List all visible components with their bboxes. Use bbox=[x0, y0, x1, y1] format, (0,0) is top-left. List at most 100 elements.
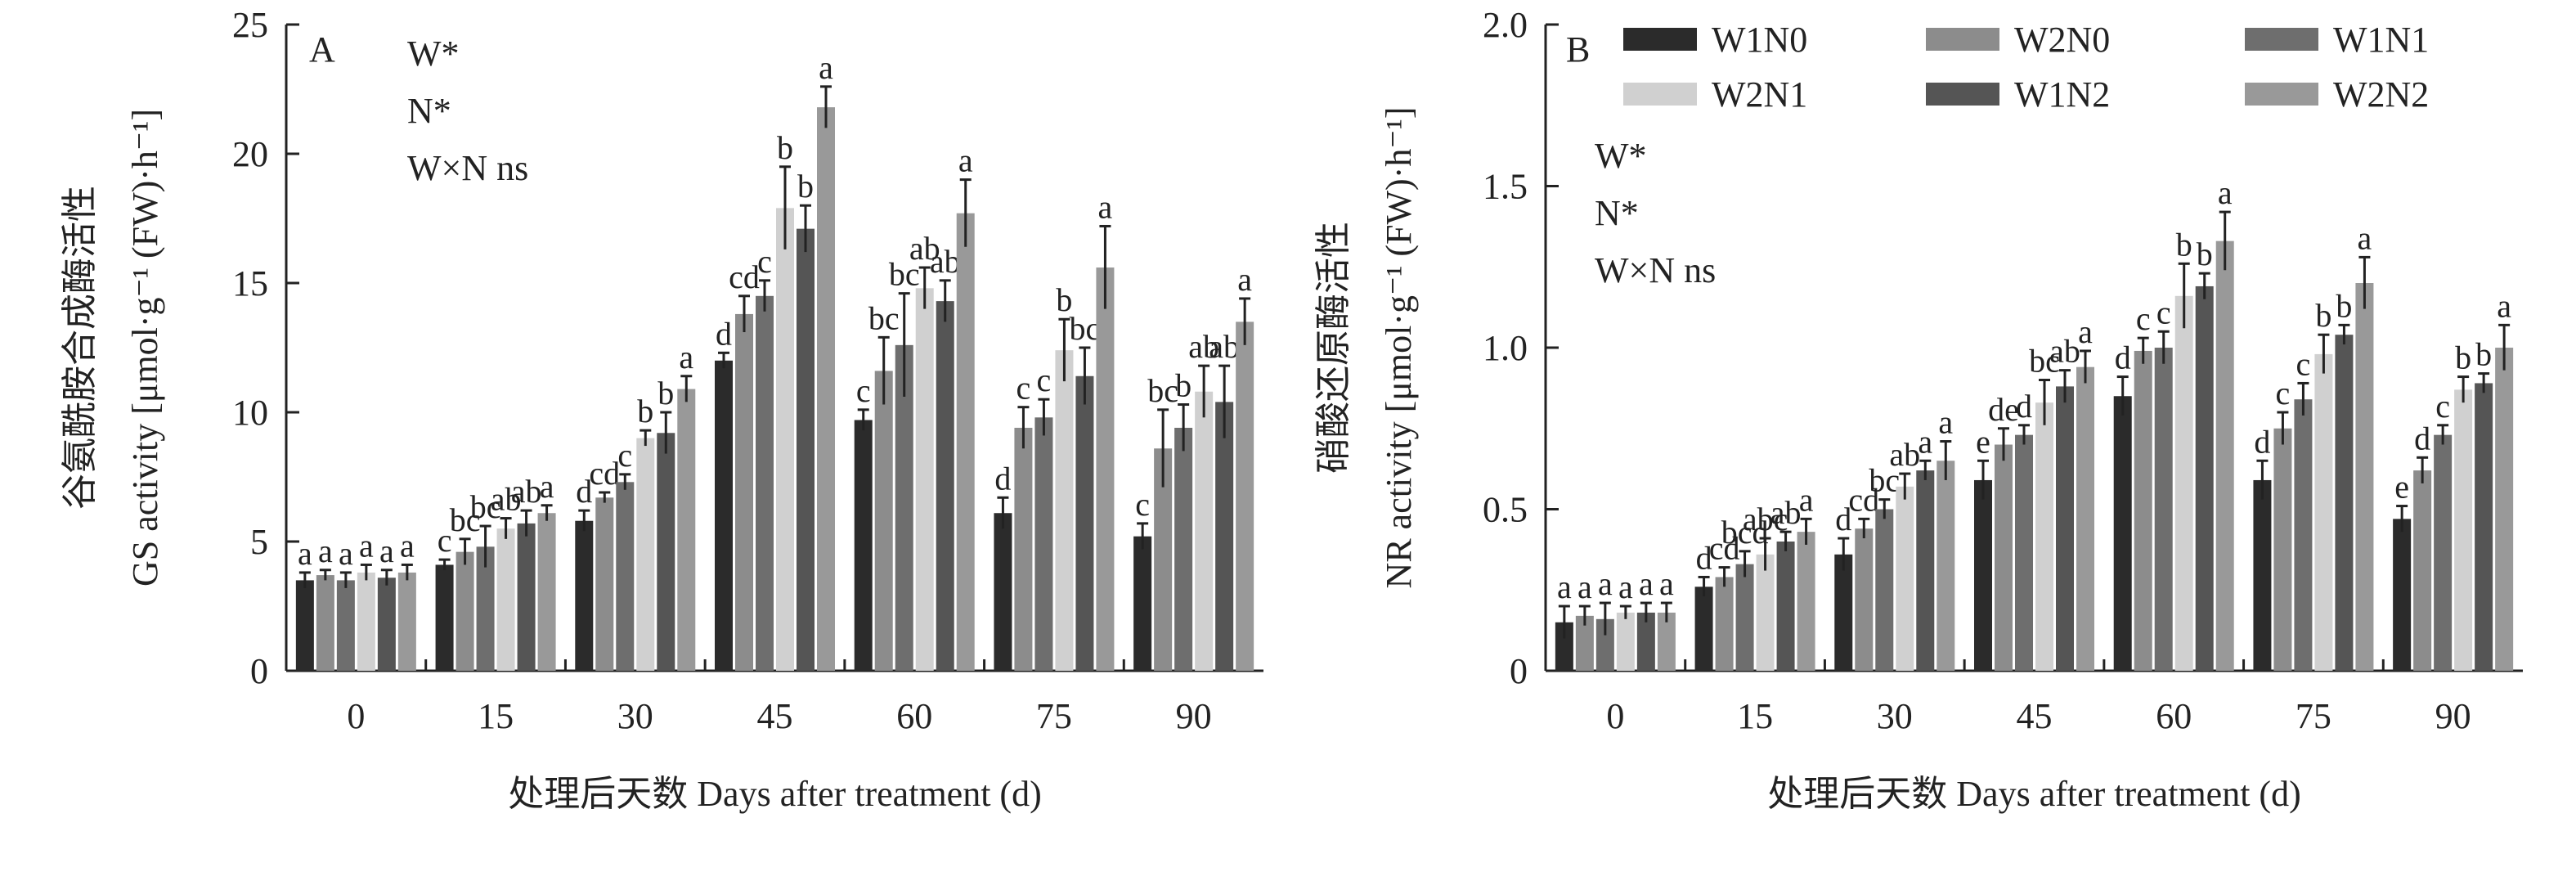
bar-w1n2 bbox=[2475, 383, 2493, 671]
bar-w1n0 bbox=[994, 513, 1012, 671]
y-tick-label: 1.0 bbox=[1483, 328, 1528, 368]
significance-label: a bbox=[1237, 261, 1252, 298]
significance-label: a bbox=[958, 142, 973, 179]
significance-label: ab bbox=[909, 230, 940, 267]
bar-w1n1 bbox=[1875, 509, 1894, 671]
x-tick-label: 45 bbox=[757, 696, 793, 736]
bar-w2n2 bbox=[397, 572, 416, 671]
significance-label: a bbox=[819, 49, 833, 86]
legend-label-w1n1: W1N1 bbox=[2333, 20, 2429, 60]
significance-label: a bbox=[298, 535, 312, 572]
x-tick-label: 60 bbox=[2156, 696, 2192, 736]
significance-label: ab bbox=[1188, 328, 1219, 365]
bar-w1n1 bbox=[1735, 564, 1754, 671]
significance-label: a bbox=[1598, 565, 1613, 602]
bar-w1n1 bbox=[2294, 399, 2313, 671]
bar-w1n2 bbox=[2195, 285, 2214, 671]
significance-label: c bbox=[2136, 300, 2151, 337]
significance-label: a bbox=[1918, 423, 1932, 460]
bar-w1n1 bbox=[1034, 417, 1053, 671]
stat-annotation: W×N ns bbox=[1595, 250, 1716, 290]
significance-label: d bbox=[716, 315, 732, 352]
bar-w1n2 bbox=[1916, 470, 1935, 671]
bar-w1n0 bbox=[2113, 396, 2132, 671]
y-axis-label-en: GS activity [μmol·g⁻¹ (FW)·h⁻¹] bbox=[125, 109, 165, 587]
significance-label: cd bbox=[729, 258, 760, 295]
significance-label: ab bbox=[2049, 333, 2080, 370]
significance-label: a bbox=[1639, 565, 1654, 602]
bar-w1n2 bbox=[2335, 335, 2354, 671]
bar-w2n1 bbox=[776, 208, 794, 672]
bar-w2n0 bbox=[1014, 427, 1033, 671]
significance-label: ab bbox=[491, 481, 522, 518]
bar-w2n0 bbox=[595, 497, 614, 671]
bar-w2n1 bbox=[1195, 391, 1214, 671]
y-axis-label-en: NR activity [μmol·g⁻¹ (FW)·h⁻¹] bbox=[1379, 107, 1419, 589]
significance-label: d bbox=[994, 460, 1011, 497]
significance-label: cd bbox=[1848, 481, 1879, 518]
legend-swatch-w1n1 bbox=[2245, 28, 2318, 51]
significance-label: b bbox=[2455, 339, 2471, 376]
significance-label: c bbox=[438, 522, 452, 559]
significance-label: a bbox=[400, 527, 415, 564]
bar-w1n1 bbox=[476, 546, 495, 671]
significance-label: bc bbox=[868, 299, 900, 336]
bar-w2n2 bbox=[1936, 461, 1955, 671]
legend-label-w2n1: W2N1 bbox=[1712, 74, 1807, 115]
significance-label: d bbox=[1835, 501, 1851, 537]
bar-w2n0 bbox=[1715, 577, 1734, 671]
significance-label: c bbox=[1135, 486, 1150, 523]
legend-label-w1n2: W1N2 bbox=[2014, 74, 2110, 115]
y-tick-label: 1.5 bbox=[1483, 167, 1528, 207]
bar-w2n0 bbox=[2134, 350, 2152, 671]
significance-label: b bbox=[2176, 226, 2192, 263]
bar-w1n1 bbox=[1174, 427, 1193, 671]
bar-w1n1 bbox=[336, 580, 355, 671]
y-tick-label: 10 bbox=[232, 393, 268, 433]
bar-w1n1 bbox=[1595, 618, 1614, 671]
bar-w1n0 bbox=[575, 520, 594, 671]
bar-w2n1 bbox=[1616, 612, 1635, 671]
bar-w2n0 bbox=[2273, 428, 2292, 671]
y-axis-label-cn: 硝酸还原酶活性 bbox=[1313, 222, 1353, 474]
significance-label: c bbox=[2435, 388, 2450, 425]
bar-w1n2 bbox=[1636, 612, 1655, 671]
significance-label: d bbox=[2414, 420, 2430, 456]
significance-label: c bbox=[1016, 370, 1031, 407]
significance-label: a bbox=[2358, 219, 2372, 256]
significance-label: a bbox=[318, 533, 333, 569]
significance-label: e bbox=[1976, 423, 1990, 460]
bar-w2n2 bbox=[1096, 267, 1115, 671]
y-tick-label: 15 bbox=[232, 263, 268, 303]
significance-label: a bbox=[1659, 565, 1674, 602]
bar-w2n0 bbox=[1154, 448, 1173, 671]
bar-w2n1 bbox=[915, 288, 934, 671]
significance-label: d bbox=[2254, 423, 2270, 460]
x-tick-label: 0 bbox=[347, 696, 365, 736]
bar-w2n1 bbox=[636, 438, 655, 671]
bar-w1n1 bbox=[2154, 348, 2173, 671]
bar-w1n2 bbox=[657, 433, 675, 671]
bar-w2n1 bbox=[357, 572, 375, 671]
x-tick-label: 60 bbox=[896, 696, 932, 736]
significance-label: c bbox=[2296, 345, 2311, 382]
significance-label: c bbox=[2276, 375, 2291, 411]
x-axis-label: 处理后天数 Days after treatment (d) bbox=[1767, 774, 2300, 814]
bar-w2n0 bbox=[874, 371, 893, 671]
significance-label: ab bbox=[1889, 436, 1920, 473]
bar-w2n2 bbox=[2355, 283, 2374, 671]
bar-w2n1 bbox=[2314, 353, 2333, 671]
bar-w2n1 bbox=[2454, 389, 2473, 671]
bar-w2n0 bbox=[1575, 615, 1594, 671]
x-tick-label: 90 bbox=[2435, 696, 2471, 736]
bar-w2n0 bbox=[735, 313, 753, 671]
significance-label: bc bbox=[450, 501, 481, 538]
significance-label: c bbox=[856, 372, 871, 409]
bar-w1n2 bbox=[2056, 386, 2074, 671]
significance-label: d bbox=[2115, 339, 2131, 376]
bar-w2n1 bbox=[2174, 295, 2193, 671]
significance-label: c bbox=[1037, 362, 1052, 398]
x-tick-label: 45 bbox=[2017, 696, 2053, 736]
significance-label: c bbox=[617, 437, 632, 474]
